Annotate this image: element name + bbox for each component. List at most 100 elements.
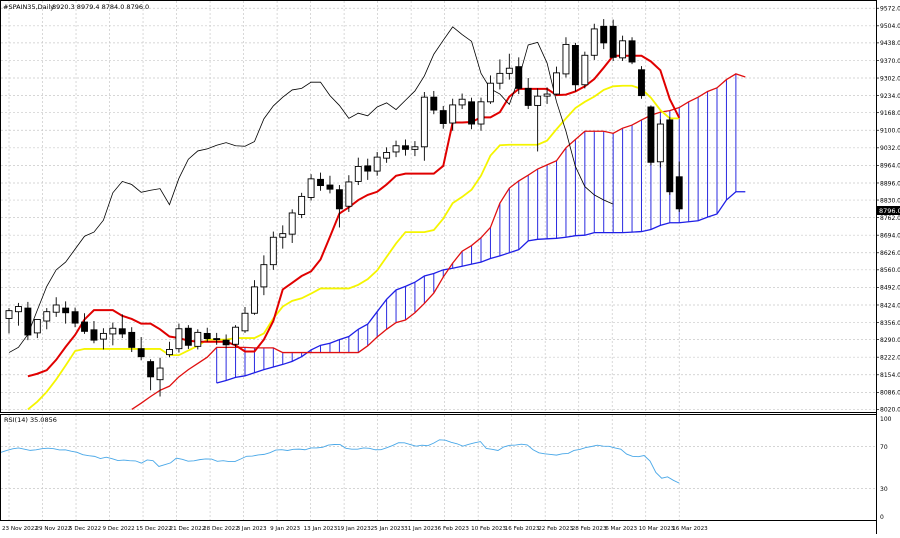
candle-bull [43,311,51,322]
candle-bull [496,72,504,84]
candle-bear [326,184,334,190]
candle-bull [99,332,107,340]
candle-bear [638,69,645,97]
candle-bear [203,332,211,340]
price-tick-label: 8964.0 [880,163,900,170]
candle-bear [81,321,88,332]
candle-bull [449,104,457,124]
price-tick-label: 8830.0 [880,197,900,204]
rsi-tick-label: 0 [880,514,884,521]
candle-bear [137,348,145,358]
candle-bull [194,331,202,347]
price-tick-label: 9572.0 [880,6,900,13]
candle-bull [534,95,542,106]
candle-bull [383,152,391,159]
rsi-line [0,439,680,484]
candle-bull [373,156,381,172]
candle-bull [269,236,277,266]
candle-bull [241,312,249,332]
candle-bull [109,327,117,335]
candle-bear [468,101,476,125]
current-price-badge: 8796.0 [877,206,900,215]
candle-bull [298,195,306,215]
price-tick-label: 9100.0 [880,128,900,135]
candle-bear [128,331,136,348]
candle-bull [307,178,315,198]
rsi-axis-labels: 100 70 30 0 [880,416,892,521]
candle-bear [71,311,79,324]
price-tick-label: 8560.0 [880,267,900,274]
candle-bull [486,82,494,103]
candle-bull [581,54,589,86]
candle-bear [430,96,438,111]
candle-bull [553,72,560,95]
candle-bull [619,40,627,59]
candle-bear [90,329,98,341]
date-label: 31 Jan 2023 [404,526,438,532]
price-tick-label: 9032.0 [880,145,900,152]
candle-bull [458,98,466,106]
candle-bear [317,178,324,187]
rsi-indicator [0,439,680,484]
candle-bull [411,146,419,150]
rsi-tick-label: 100 [880,416,892,423]
date-label: 13 Jan 2023 [304,526,338,532]
price-tick-label: 9302.0 [880,75,900,82]
candle-bull [156,367,164,381]
date-label: 6 Mar 2023 [605,526,637,532]
main-grid [1,1,876,412]
candle-bull [175,328,183,350]
kijun-sen-line [27,84,680,411]
candle-bear [524,87,532,106]
price-tick-label: 8762.0 [880,215,900,222]
candle-bear [675,176,683,210]
price-tick-label: 9234.0 [880,93,900,100]
price-tick-label: 9504.0 [880,23,900,30]
ichimoku-cloud [131,73,746,410]
candle-bear [628,40,636,63]
candle-bull [33,319,41,334]
date-label: 23 Nov 2022 [2,526,38,532]
price-tick-label: 8626.0 [880,250,900,257]
candle-bull [232,326,240,345]
candle-bull [260,264,268,288]
candle-bull [14,306,22,313]
date-label: 21 Dec 2022 [170,526,206,532]
price-axis-labels: 9572.0 9504.0 9438.0 9370.0 9302.0 9234.0 9168… [876,6,900,414]
date-label: 29 Nov 2022 [36,526,72,532]
candle-bull [5,310,13,319]
candle-bull [392,145,400,153]
price-tick-label: 8154.0 [880,372,900,379]
candle-bear [666,119,674,193]
price-tick-label: 8290.0 [880,337,900,344]
price-tick-label: 8222.0 [880,355,900,362]
date-label: 9 Jan 2023 [270,526,300,532]
candle-bull [505,67,513,74]
date-label: 6 Feb 2023 [438,526,470,532]
candle-bear [184,327,192,346]
candle-bear [439,110,447,124]
candle-bull [656,123,664,163]
price-tick-label: 8492.0 [880,285,900,292]
candle-bull [279,233,287,238]
symbol-label: #SPAIN35,Daily [3,3,54,11]
candle-bear [571,45,579,86]
date-label: 9 Dec 2022 [103,526,135,532]
candle-bull [562,43,570,75]
price-tick-label: 8020.0 [880,407,900,414]
price-tick-label: 9370.0 [880,58,900,65]
candle-bull [345,181,353,207]
candle-bear [609,25,617,58]
price-tick-label: 8896.0 [880,180,900,187]
candle-bull [477,101,485,125]
chikou-span-line [8,26,614,353]
date-label: 5 Dec 2022 [69,526,101,532]
date-label: 28 Feb 2023 [572,526,607,532]
candle-bull [420,96,428,148]
price-tick-label: 8086.0 [880,390,900,397]
candle-bull [250,286,258,314]
price-tick-label: 9438.0 [880,40,900,47]
candle-bull [52,304,60,313]
